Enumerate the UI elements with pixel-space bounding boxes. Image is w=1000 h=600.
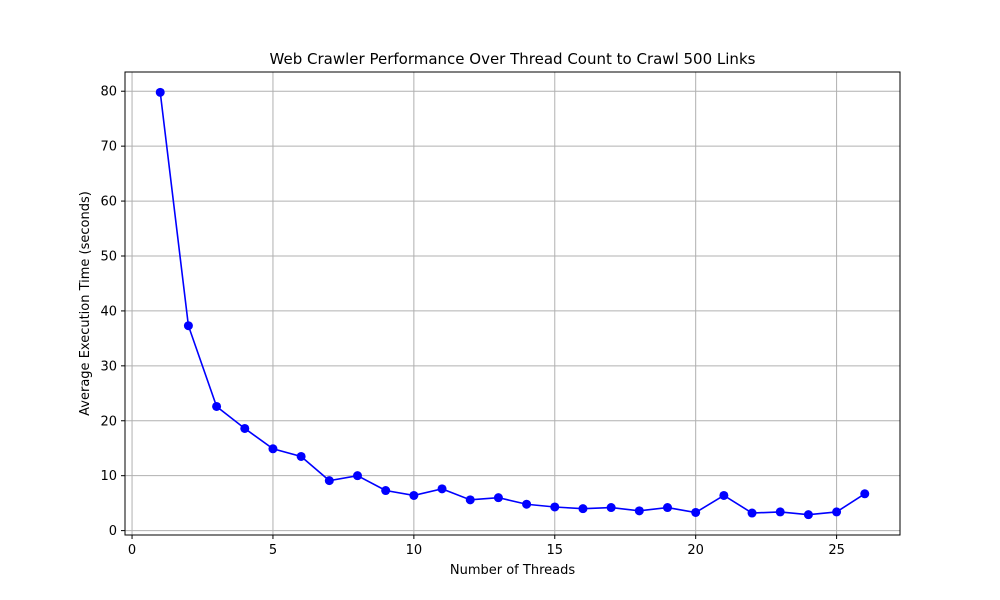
x-tick-label: 5 <box>269 543 277 558</box>
data-point <box>663 503 672 513</box>
plot-area <box>125 72 900 535</box>
data-point <box>860 489 870 499</box>
data-point <box>381 486 391 496</box>
x-tick-label: 0 <box>128 543 136 558</box>
x-axis-ticks: 0 5 10 15 20 25 <box>128 535 845 558</box>
y-tick-label: 0 <box>109 524 117 539</box>
data-point <box>324 476 334 486</box>
chart-title: Web Crawler Performance Over Thread Coun… <box>270 50 756 68</box>
data-point <box>832 507 842 517</box>
data-point <box>155 87 165 97</box>
data-point <box>353 471 362 481</box>
y-tick-label: 10 <box>100 469 117 484</box>
data-point <box>409 490 419 500</box>
y-tick-label: 60 <box>100 195 117 210</box>
data-point <box>691 507 701 517</box>
series-line-group <box>155 87 870 520</box>
data-point <box>803 510 813 520</box>
data-point <box>212 401 222 411</box>
data-point <box>578 504 588 514</box>
data-point <box>437 484 447 494</box>
data-point <box>465 495 475 505</box>
series-line <box>159 92 866 516</box>
data-point <box>634 506 644 516</box>
y-tick-label: 30 <box>100 359 117 374</box>
data-point <box>493 493 503 503</box>
data-point <box>240 423 250 433</box>
data-point <box>268 444 278 454</box>
y-axis-ticks: 0 10 20 30 40 50 60 70 80 <box>100 85 125 539</box>
x-axis-label: Number of Threads <box>450 563 575 578</box>
data-point <box>550 502 560 512</box>
x-tick-label: 20 <box>687 543 704 558</box>
x-tick-label: 25 <box>828 543 845 558</box>
y-axis-label: Average Execution Time (seconds) <box>78 191 93 416</box>
data-point <box>296 451 306 461</box>
data-point <box>522 499 532 509</box>
data-point <box>606 503 616 513</box>
x-tick-label: 10 <box>406 543 423 558</box>
y-tick-label: 80 <box>100 85 117 100</box>
data-point <box>719 490 729 500</box>
y-tick-label: 70 <box>100 140 117 155</box>
data-point <box>747 508 757 518</box>
data-point <box>183 321 193 331</box>
y-tick-label: 20 <box>100 414 117 429</box>
y-tick-label: 40 <box>100 304 117 319</box>
plot-frame <box>124 71 901 536</box>
data-point <box>775 507 785 517</box>
y-tick-label: 50 <box>100 249 117 264</box>
grid-lines <box>125 72 900 535</box>
x-tick-label: 15 <box>546 543 563 558</box>
